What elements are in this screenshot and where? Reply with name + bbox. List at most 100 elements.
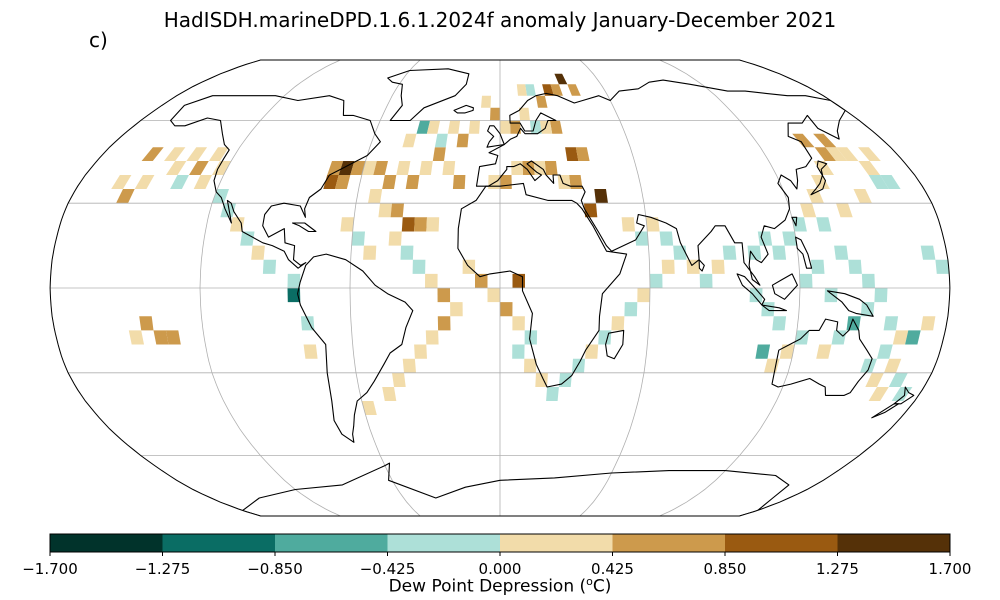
anomaly-cell	[637, 288, 650, 303]
anomaly-cell	[567, 84, 581, 96]
anomaly-cell	[134, 175, 155, 189]
coastline	[871, 403, 900, 419]
anomaly-cell	[481, 95, 491, 108]
anomaly-cell	[388, 231, 402, 246]
anomaly-cell	[139, 316, 154, 331]
anomaly-cell	[402, 133, 417, 148]
colorbar-label: Dew Point Depression (oC)	[388, 575, 612, 597]
coastline	[486, 125, 505, 148]
anomaly-cell	[860, 358, 877, 373]
anomaly-cell	[686, 259, 700, 274]
anomaly-cell	[350, 161, 366, 175]
anomaly-cell	[834, 245, 849, 260]
coastline	[457, 182, 628, 388]
anomaly-cell	[414, 344, 427, 359]
coastline	[761, 304, 788, 312]
anomaly-cell	[791, 217, 807, 232]
anomaly-cell	[865, 372, 884, 387]
anomaly-cell	[141, 147, 164, 161]
coastline	[291, 222, 317, 233]
anomaly-cell	[846, 316, 861, 331]
anomaly-cell	[382, 175, 397, 189]
colorbar-tick-label: 0.425	[591, 560, 634, 578]
anomaly-cell	[425, 330, 439, 345]
anomaly-cell	[390, 203, 404, 218]
map-boundary	[49, 59, 951, 517]
anomaly-cell	[363, 245, 377, 260]
anomaly-cell	[414, 217, 427, 232]
anomaly-cell	[836, 203, 853, 218]
anomaly-cell	[340, 217, 355, 232]
anomaly-cell	[426, 217, 440, 232]
anomaly-cell	[128, 330, 144, 345]
anomaly-cell	[392, 372, 406, 387]
anomaly-cell	[800, 203, 817, 218]
anomaly-cell	[287, 273, 301, 288]
anomaly-cell	[111, 175, 132, 189]
anomaly-cell	[426, 120, 441, 134]
coastlines	[170, 68, 915, 516]
anomaly-cell	[487, 288, 500, 303]
anomaly-cell	[565, 147, 579, 161]
colorbar-segment	[50, 534, 163, 552]
anomaly-cell	[382, 387, 397, 401]
anomaly-cell	[378, 203, 392, 218]
anomaly-cell	[621, 217, 635, 232]
anomaly-cell	[434, 133, 448, 148]
anomaly-cell	[749, 288, 763, 303]
anomaly-cell	[452, 175, 466, 189]
coastline	[475, 79, 846, 286]
coastline	[810, 160, 828, 196]
anomaly-cell	[419, 161, 433, 175]
anomaly-cell	[262, 259, 277, 274]
anomaly-cell	[525, 84, 536, 96]
colorbar-segment	[500, 534, 613, 552]
anomaly-cell	[772, 245, 787, 260]
anomaly-cell	[747, 245, 762, 260]
anomaly-cell	[442, 161, 456, 175]
anomaly-cell	[649, 273, 663, 288]
anomaly-cell	[722, 245, 737, 260]
coastline	[453, 104, 474, 114]
anomaly-cell	[400, 245, 414, 260]
map-title: HadISDH.marineDPD.1.6.1.2024f anomaly Ja…	[163, 8, 837, 32]
anomaly-cell	[868, 387, 889, 401]
coastline	[771, 273, 798, 300]
anomaly-cell	[757, 231, 773, 246]
anomaly-cell	[475, 273, 488, 288]
anomaly-cell	[437, 316, 451, 331]
anomaly-cell	[193, 175, 212, 189]
anomaly-cell	[468, 120, 480, 134]
coastline	[297, 253, 414, 443]
anomaly-cell	[303, 344, 318, 359]
anomaly-cell	[373, 161, 388, 175]
panel-label: c)	[89, 28, 108, 52]
colorbar-tick-label: −0.850	[247, 560, 303, 578]
anomaly-cell	[401, 217, 415, 232]
coastline	[387, 68, 470, 122]
anomaly-cell	[511, 161, 523, 175]
anomaly-cell	[557, 175, 571, 189]
anomaly-cell	[170, 175, 189, 189]
coastline	[605, 329, 625, 360]
anomaly-cell	[251, 245, 265, 260]
anomaly-cell	[711, 259, 725, 274]
anomaly-cell	[905, 330, 921, 345]
colorbar-tick-label: 1.275	[816, 560, 859, 578]
anomaly-cell	[673, 245, 687, 260]
anomaly-cell	[814, 147, 836, 161]
anomaly-cell	[755, 344, 771, 359]
anomaly-cell	[447, 120, 461, 134]
anomaly-cell	[874, 288, 888, 303]
anomaly-cell	[782, 231, 797, 246]
anomaly-cell	[437, 288, 451, 303]
anomaly-cell	[920, 245, 936, 260]
anomaly-cell	[611, 316, 625, 331]
colorbar-tick-label: 1.700	[928, 560, 972, 578]
anomaly-cell	[361, 401, 377, 415]
colorbar-segment	[387, 534, 501, 552]
colorbar	[49, 533, 951, 556]
anomaly-cell	[624, 302, 638, 317]
anomaly-cell	[535, 95, 548, 108]
